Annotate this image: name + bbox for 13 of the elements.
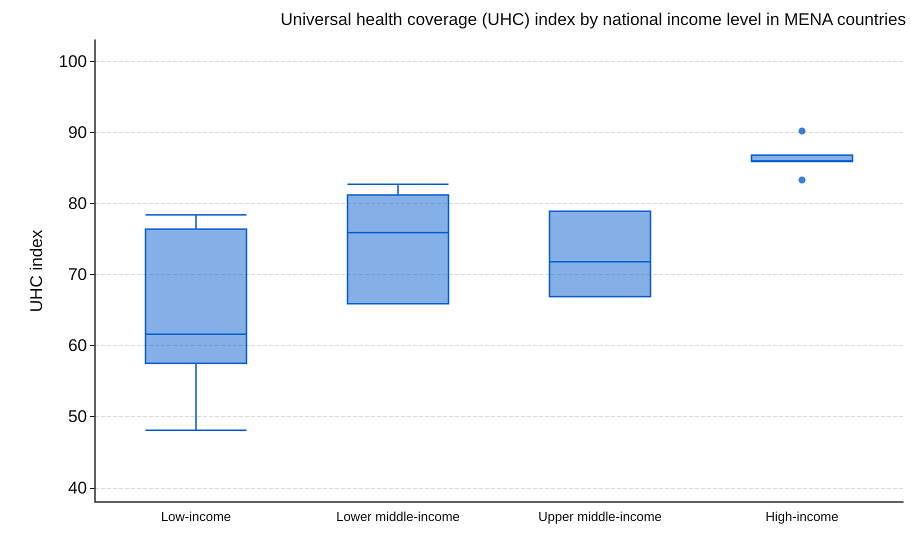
y-tick-label: 40 xyxy=(68,478,87,498)
y-tick-label: 60 xyxy=(68,336,87,356)
y-axis-title: UHC index xyxy=(27,229,46,312)
y-tick-label: 90 xyxy=(68,122,87,142)
x-tick-label: Low-income xyxy=(160,509,232,524)
chart-title: Universal health coverage (UHC) index by national income level in MENA countries xyxy=(280,10,906,29)
y-tick-label: 50 xyxy=(68,407,87,426)
x-tick-label: High-income xyxy=(766,509,838,524)
x-tick-label: Lower middle-income xyxy=(336,509,460,524)
y-tick-label: 80 xyxy=(68,194,87,213)
x-tick-label: Upper middle-income xyxy=(538,509,662,524)
y-tick-label: 70 xyxy=(68,265,87,284)
y-tick-label: 100 xyxy=(58,52,87,71)
